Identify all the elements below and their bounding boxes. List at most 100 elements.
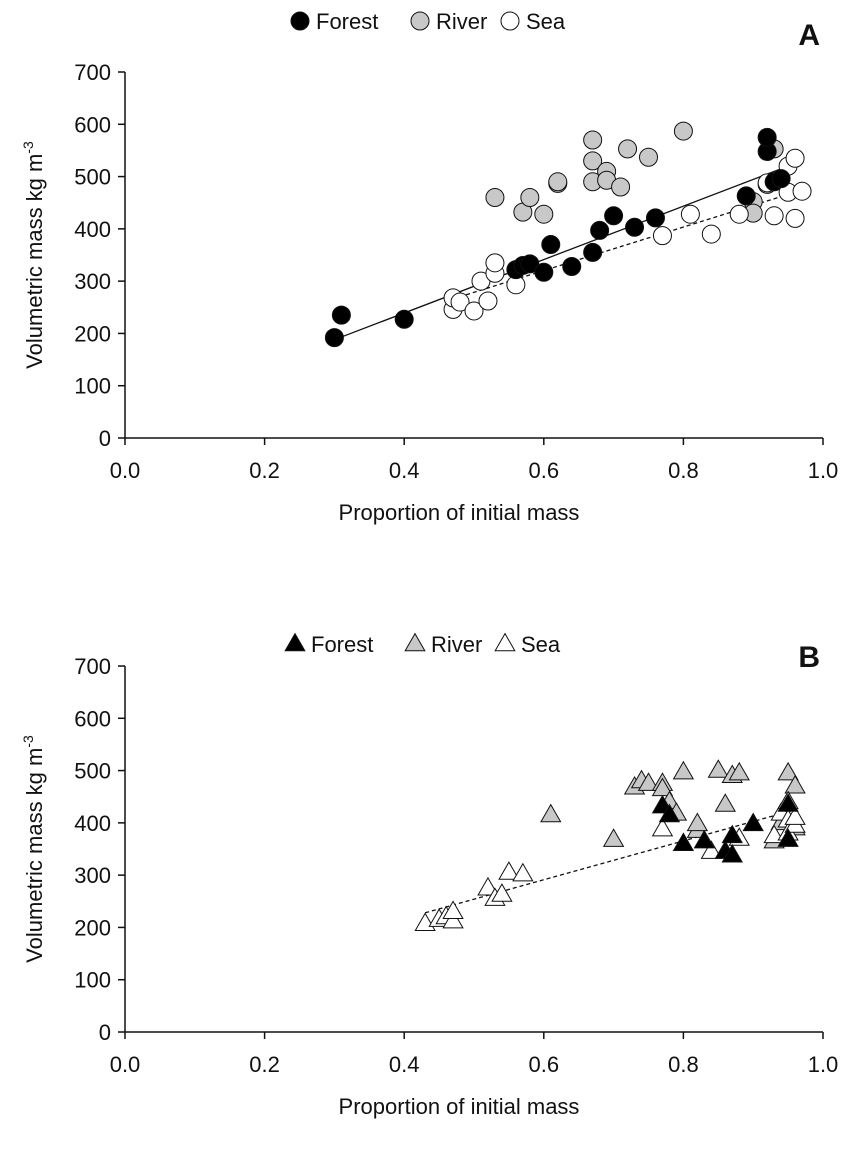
data-point-river — [672, 760, 695, 780]
y-tick-label: 500 — [74, 759, 111, 784]
data-point-forest — [645, 208, 665, 228]
legend-label: Forest — [311, 632, 373, 657]
data-point-river — [583, 151, 603, 171]
legend-item-forest: Forest — [284, 632, 373, 657]
data-point-forest — [520, 254, 540, 274]
data-point-forest — [604, 206, 624, 226]
data-point-river — [520, 187, 540, 207]
x-tick-label: 0.2 — [249, 1052, 280, 1077]
data-point-river — [784, 774, 806, 794]
y-tick-label: 600 — [74, 706, 111, 731]
data-point-sea — [700, 840, 723, 859]
data-point-forest — [541, 235, 561, 255]
legend-marker — [500, 11, 520, 31]
data-point-forest — [736, 186, 756, 206]
data-point-river — [602, 828, 625, 847]
legend-item-sea: Sea — [500, 9, 566, 34]
data-point-sea — [785, 148, 805, 168]
data-point-sea — [478, 291, 498, 311]
data-point-sea — [729, 204, 749, 224]
data-point-sea — [477, 876, 499, 896]
y-tick-label: 700 — [74, 60, 111, 85]
data-point-forest — [721, 843, 743, 863]
legend-item-river: River — [404, 632, 482, 657]
x-tick-label: 0.0 — [110, 1052, 141, 1077]
data-point-river — [618, 139, 638, 159]
data-point-forest — [394, 309, 414, 329]
data-point-forest — [721, 824, 743, 844]
legend-marker — [410, 11, 430, 31]
data-point-river — [534, 204, 554, 224]
x-tick-label: 1.0 — [808, 458, 839, 483]
data-point-forest — [534, 262, 554, 282]
series-forest — [324, 127, 791, 348]
x-tick-label: 0.6 — [529, 458, 560, 483]
data-point-river — [686, 812, 709, 832]
series-forest — [651, 793, 799, 863]
y-tick-label: 0 — [99, 426, 111, 451]
data-point-river — [485, 187, 505, 207]
data-point-forest — [771, 169, 791, 189]
x-axis-title: Proportion of initial mass — [339, 500, 580, 525]
y-axis-title: Volumetric mass kg m-3 — [20, 735, 47, 963]
legend-marker — [494, 632, 516, 652]
legend-label: Sea — [521, 632, 561, 657]
y-tick-label: 200 — [74, 915, 111, 940]
legend-item-sea: Sea — [494, 632, 561, 657]
y-axis-title-superscript: -3 — [20, 141, 36, 154]
data-point-forest — [562, 257, 582, 277]
data-point-sea — [491, 883, 513, 902]
x-tick-label: 1.0 — [808, 1052, 839, 1077]
data-point-forest — [324, 328, 344, 348]
data-point-river — [548, 172, 568, 192]
data-point-river — [639, 147, 658, 167]
data-point-forest — [331, 305, 351, 325]
data-point-river — [714, 793, 736, 812]
panel-label: B — [798, 641, 820, 674]
y-axis-title-superscript: -3 — [20, 735, 36, 748]
legend-label: River — [436, 9, 487, 34]
legend-item-river: River — [410, 9, 487, 34]
data-point-river — [728, 761, 750, 781]
legend-marker — [284, 632, 306, 652]
data-point-forest — [742, 812, 764, 832]
series-river — [540, 759, 806, 849]
data-point-sea — [464, 301, 484, 321]
data-point-river — [637, 772, 660, 791]
data-point-sea — [701, 224, 721, 244]
data-point-river — [777, 761, 799, 781]
data-point-forest — [777, 828, 799, 847]
data-point-sea — [442, 909, 464, 929]
y-tick-label: 400 — [74, 217, 111, 242]
y-tick-label: 300 — [74, 863, 111, 888]
y-axis-title-text: Volumetric mass kg m — [22, 154, 47, 369]
y-tick-label: 400 — [74, 811, 111, 836]
legend-label: Forest — [316, 9, 378, 34]
data-point-sea — [792, 181, 812, 201]
y-tick-label: 700 — [74, 654, 111, 679]
y-axis-title-text: Volumetric mass kg m — [22, 748, 47, 963]
data-point-forest — [672, 832, 695, 851]
x-tick-label: 0.8 — [668, 1052, 699, 1077]
data-point-sea — [498, 861, 520, 880]
legend-label: River — [431, 632, 482, 657]
data-point-forest — [625, 217, 645, 237]
y-tick-label: 600 — [74, 112, 111, 137]
trend-line-all — [424, 809, 796, 914]
data-point-sea — [450, 292, 470, 312]
x-tick-label: 0.0 — [110, 458, 141, 483]
x-tick-label: 0.6 — [529, 1052, 560, 1077]
data-point-sea — [442, 900, 464, 919]
data-point-forest — [777, 793, 799, 812]
data-point-forest — [590, 220, 610, 240]
data-point-sea — [680, 204, 700, 224]
y-tick-label: 0 — [99, 1020, 111, 1045]
x-tick-label: 0.2 — [249, 458, 280, 483]
data-point-river — [540, 803, 562, 823]
y-tick-label: 500 — [74, 165, 111, 190]
data-point-sea — [785, 208, 805, 228]
data-point-forest — [693, 829, 716, 849]
y-tick-label: 300 — [74, 269, 111, 294]
data-point-sea — [485, 253, 505, 273]
